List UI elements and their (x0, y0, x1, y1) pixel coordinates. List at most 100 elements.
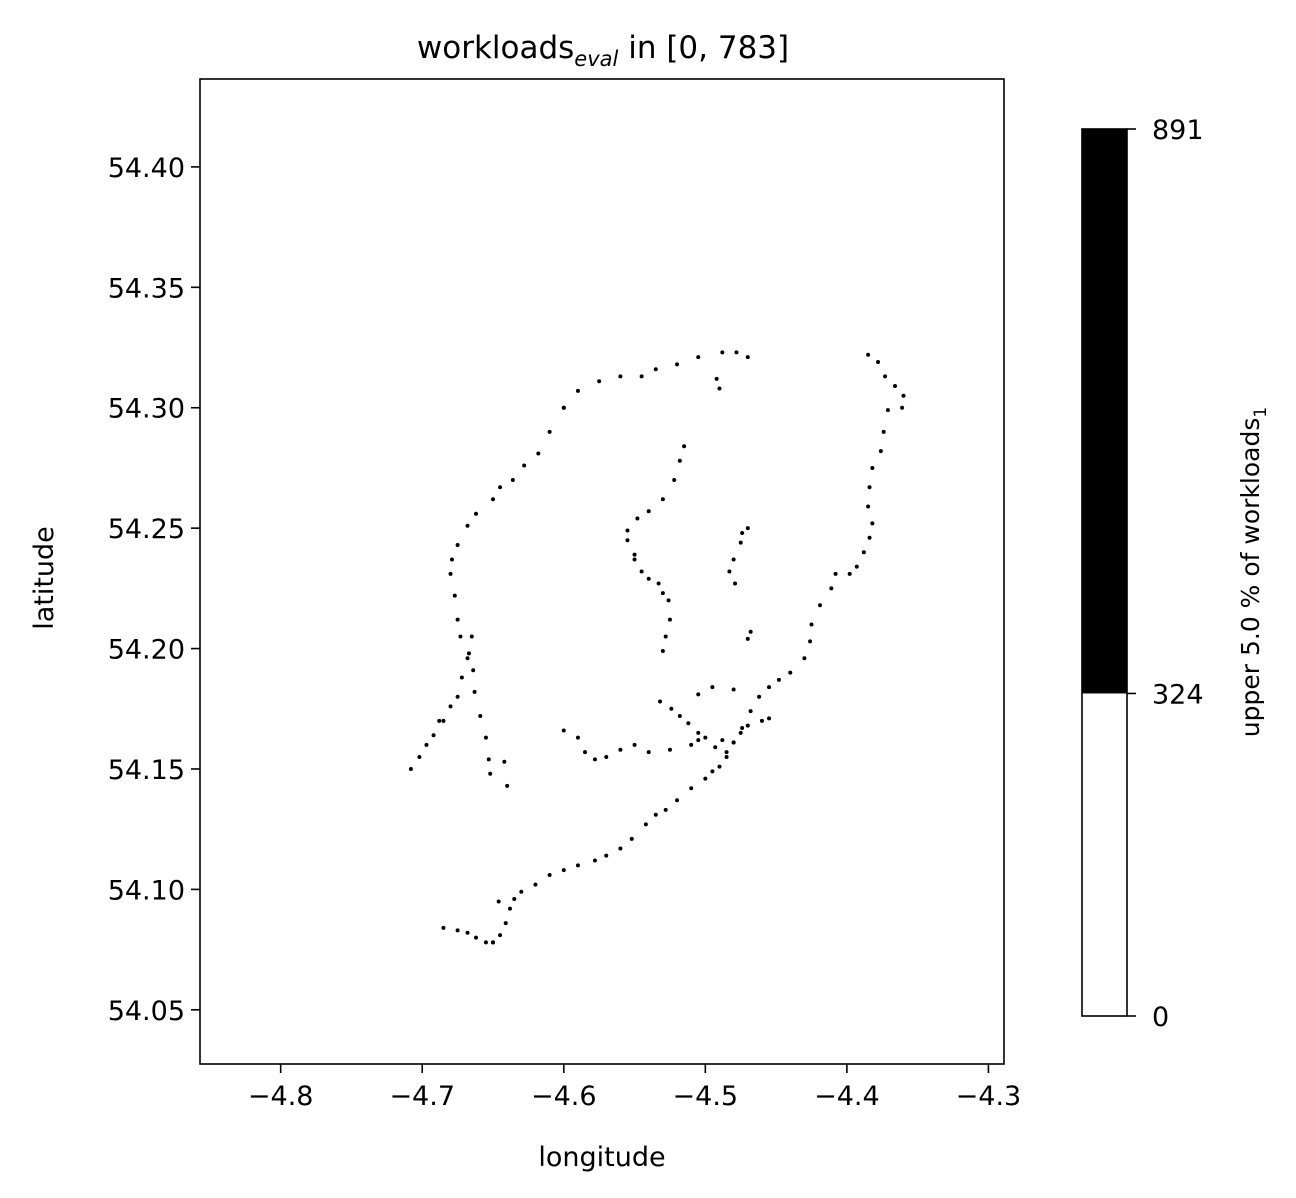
scatter-point (724, 754, 729, 759)
scatter-point (689, 786, 694, 791)
scatter-point (759, 718, 764, 723)
scatter-point (675, 362, 680, 367)
scatter-point (474, 511, 479, 516)
scatter-point (724, 750, 729, 755)
scatter-point (455, 617, 460, 622)
scatter-point (710, 769, 715, 774)
scatter-point (748, 709, 753, 714)
scatter-point (663, 807, 668, 812)
scatter-point (713, 745, 718, 750)
scatter-point (629, 836, 634, 841)
scatter-point (745, 355, 750, 360)
scatter-point (632, 552, 637, 557)
scatter-point (536, 451, 541, 456)
scatter-point (459, 675, 464, 680)
scatter-point (632, 742, 637, 747)
colorbar: 0 324 891 upper 5.0 % of workloads1 (1081, 115, 1271, 1033)
colorbar-bands (1082, 129, 1127, 1016)
scatter-point (503, 921, 508, 926)
scatter-point (512, 897, 517, 902)
title-subscript: eval (574, 47, 618, 71)
scatter-point (745, 636, 750, 641)
colorbar-label-subscript: 1 (1251, 407, 1271, 418)
scatter-point (522, 463, 527, 468)
scatter-point (878, 449, 883, 454)
scatter-point (893, 384, 898, 389)
scatter-point (653, 367, 658, 372)
colorbar-frame (1081, 128, 1128, 1017)
scatter-point (720, 738, 725, 743)
scatter-point (592, 757, 597, 762)
scatter-point (547, 429, 552, 434)
scatter-point (646, 576, 651, 581)
scatter-point (496, 899, 501, 904)
scatter-point (672, 477, 677, 482)
scatter-point (455, 928, 460, 933)
scatter-point (870, 465, 875, 470)
scatter-point (809, 622, 814, 627)
y-tick-label: 54.40 (108, 153, 185, 184)
scatter-point (643, 822, 648, 827)
plot-area: −4.8 −4.7 −4.6 −4.5 −4.4 −4.3 54.05 54.10 54.15… (108, 78, 1021, 1112)
scatter-point (817, 603, 822, 608)
scatter-point (646, 509, 651, 514)
scatter-point (448, 571, 453, 576)
x-tick-label: −4.5 (673, 1081, 739, 1112)
scatter-point (465, 523, 470, 528)
scatter-point (731, 557, 736, 562)
scatter-point (727, 569, 732, 574)
scatter-point (441, 718, 446, 723)
scatter-point (597, 379, 602, 384)
scatter-point (682, 444, 687, 449)
scatter-point (847, 571, 852, 576)
scatter-point (686, 721, 691, 726)
x-tick-label: −4.8 (248, 1081, 314, 1112)
scatter-point (604, 853, 609, 858)
y-tick-label: 54.30 (108, 394, 185, 425)
x-tick-label: −4.4 (814, 1081, 880, 1112)
scatter-point (854, 564, 859, 569)
scatter-point (870, 521, 875, 526)
scatter-point (833, 571, 838, 576)
scatter-point (441, 925, 446, 930)
x-axis-ticks: −4.8 −4.7 −4.6 −4.5 −4.4 −4.3 (248, 1064, 1021, 1112)
scatter-point (696, 692, 701, 697)
scatter-point (505, 783, 510, 788)
scatter-point (502, 759, 507, 764)
scatter-point (547, 872, 552, 877)
scatter-point (437, 718, 442, 723)
scatter-point (689, 742, 694, 747)
scatter-point (660, 591, 665, 596)
scatter-point (703, 776, 708, 781)
scatter-point (731, 687, 736, 692)
scatter-point (667, 617, 672, 622)
scatter-point (417, 754, 422, 759)
colorbar-tick-label: 0 (1152, 1002, 1169, 1033)
scatter-point (658, 699, 663, 704)
y-axis-ticks: 54.05 54.10 54.15 54.20 54.25 54.30 54.35 54.40 (108, 153, 200, 1027)
y-axis-label: latitude (29, 526, 60, 630)
scatter-point (731, 740, 736, 745)
scatter-point (625, 528, 630, 533)
colorbar-label-text: upper 5.0 % of workloads (1236, 418, 1265, 738)
scatter-point (703, 735, 708, 740)
scatter-points (408, 350, 906, 945)
x-tick-label: −4.7 (389, 1081, 455, 1112)
scatter-point (483, 735, 488, 740)
scatter-point (667, 747, 672, 752)
scatter-point (486, 757, 491, 762)
scatter-point (808, 639, 813, 644)
chart-title: workloadseval in [0, 783] (417, 30, 789, 71)
y-tick-label: 54.25 (108, 514, 185, 545)
scatter-point (900, 405, 905, 410)
scatter-point (696, 355, 701, 360)
scatter-point (575, 388, 580, 393)
scatter-point (677, 713, 682, 718)
scatter-point (583, 750, 588, 755)
title-suffix: in [0, 783] (618, 30, 789, 66)
scatter-point (519, 889, 524, 894)
scatter-point (561, 405, 566, 410)
y-tick-label: 54.10 (108, 875, 185, 906)
scatter-point (510, 477, 515, 482)
scatter-point (829, 586, 834, 591)
